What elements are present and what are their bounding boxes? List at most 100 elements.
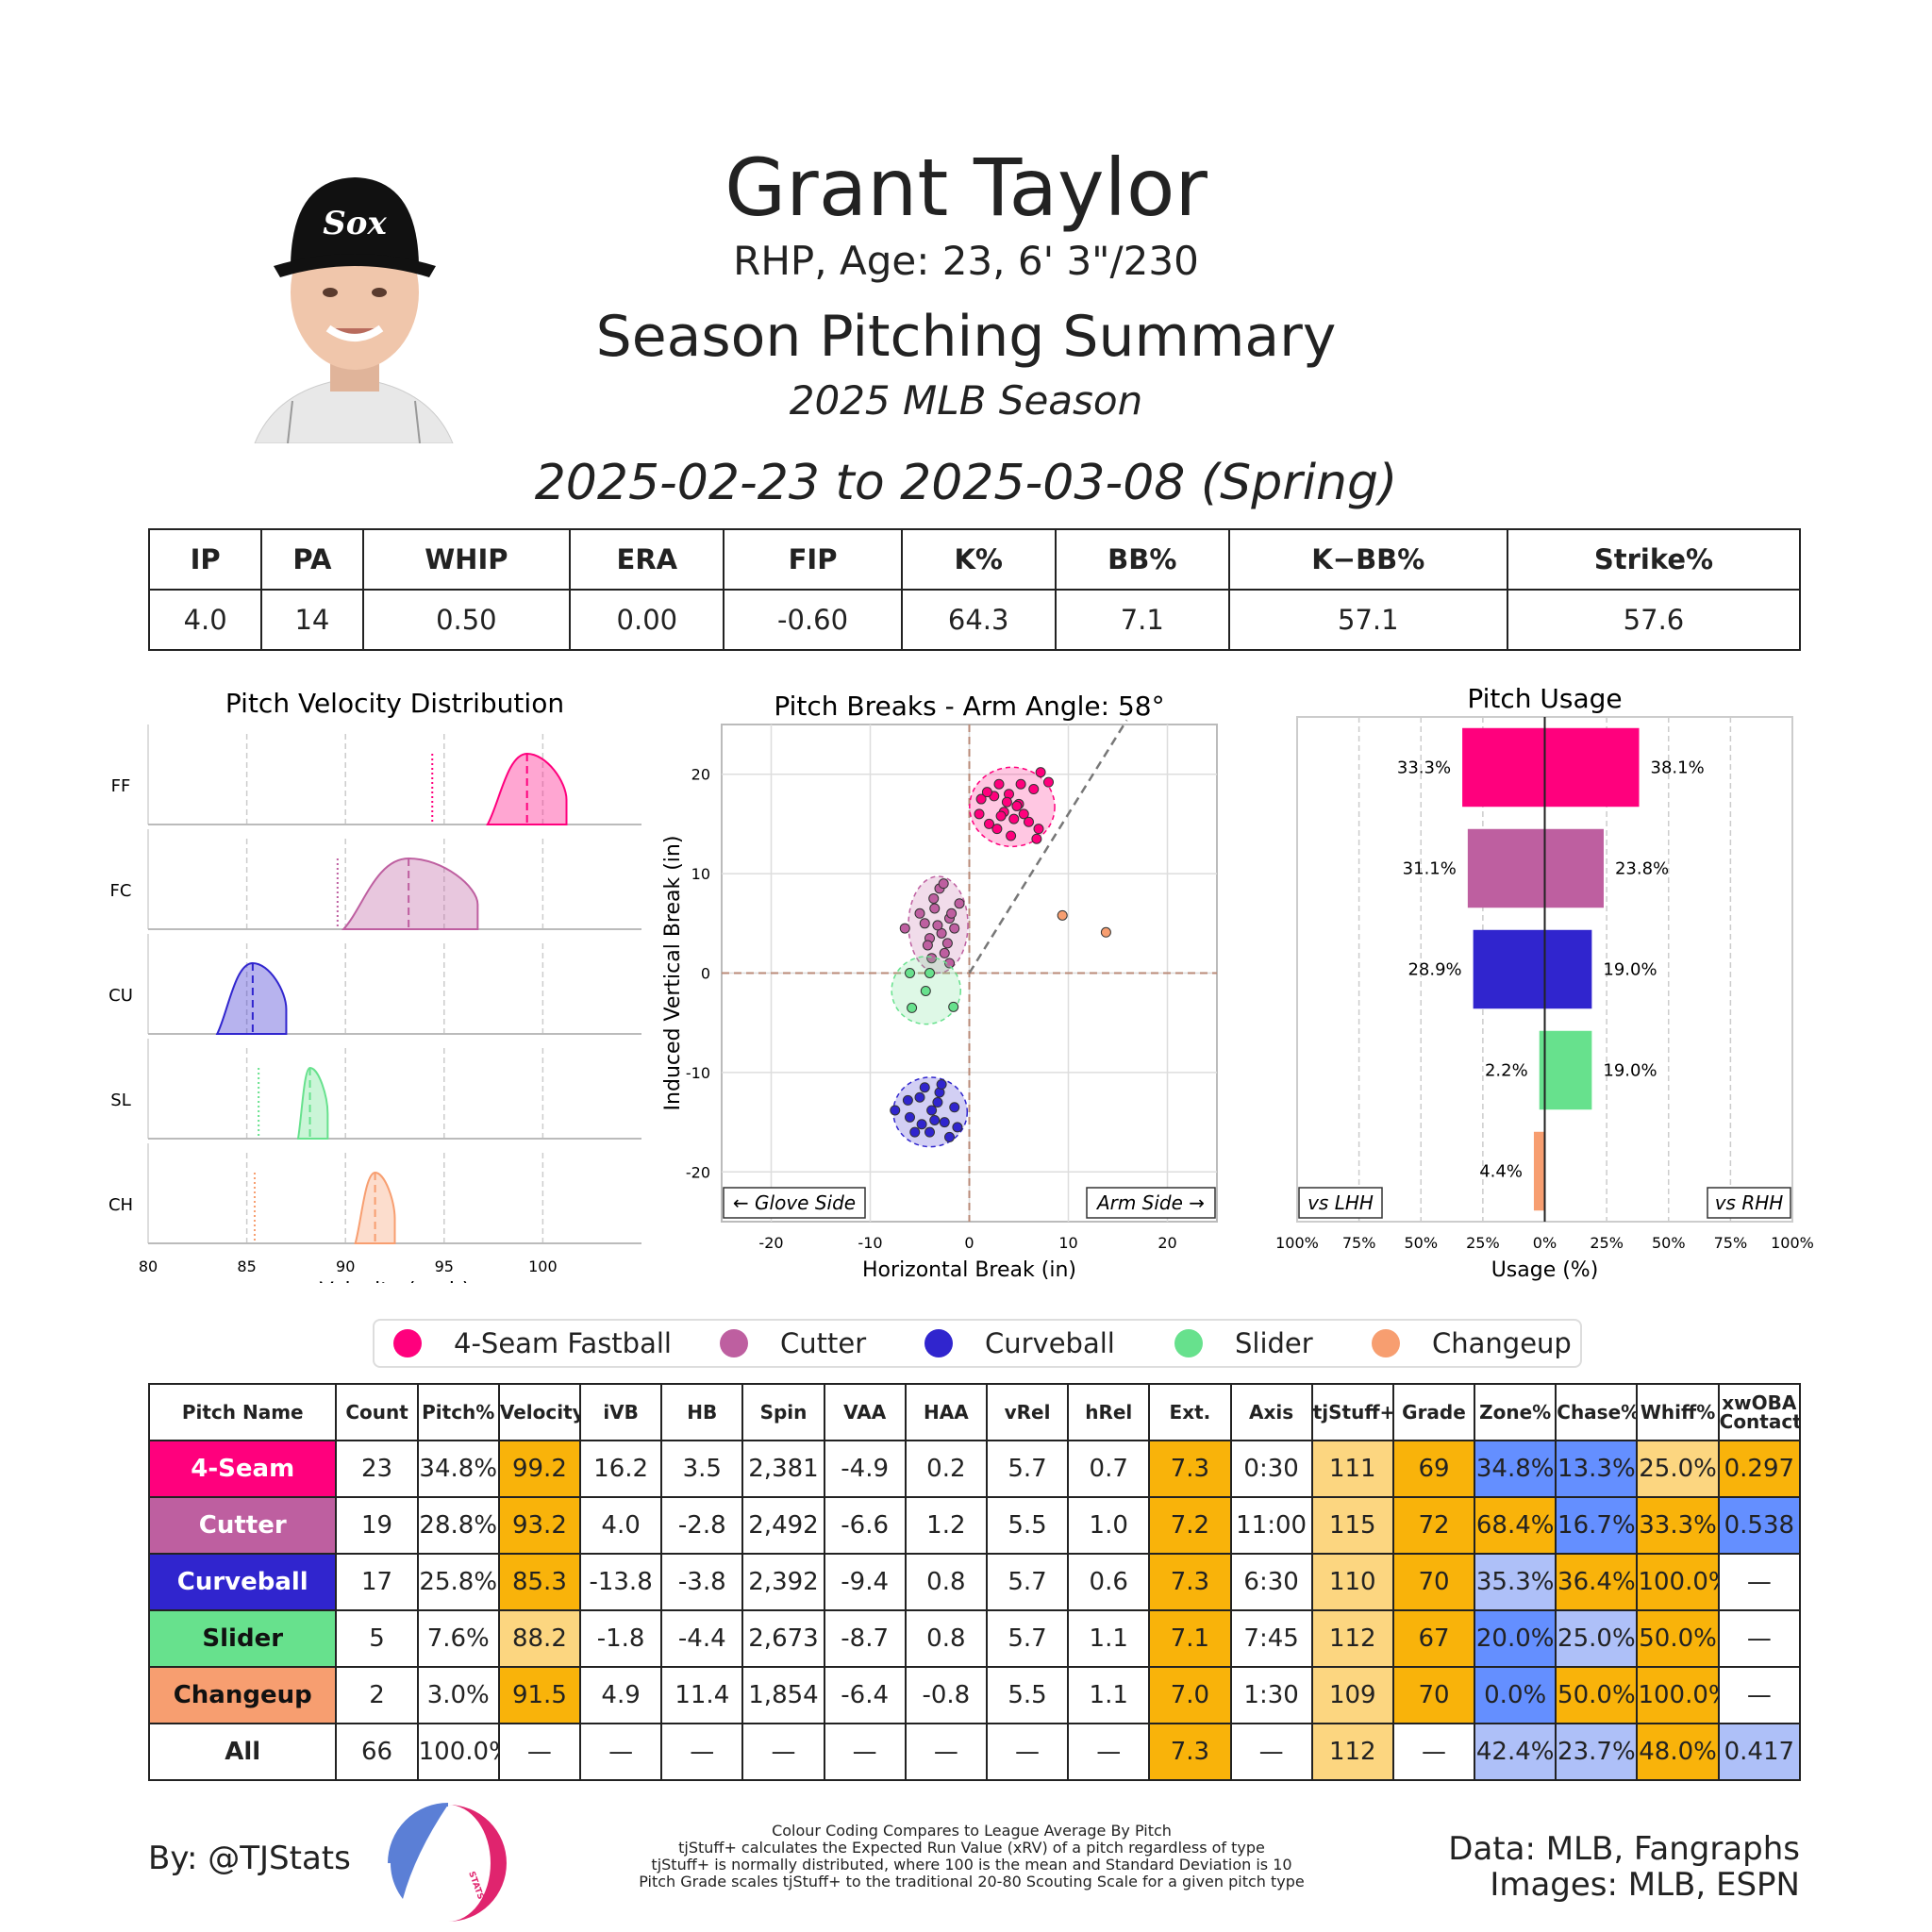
pitch-point [938,878,949,890]
table-cell: -2.8 [660,1496,744,1555]
summary-title: Season Pitching Summary [595,304,1337,370]
x-tick-label: 0% [1533,1234,1557,1252]
table-cell: 0.2 [904,1440,988,1498]
table-cell: 112 [1310,1723,1394,1781]
byline: By: @TJStats [148,1840,351,1877]
pitch-point [929,903,941,914]
x-tick-label: 95 [435,1257,454,1275]
x-axis-label: Usage (%) [1491,1258,1599,1282]
table-cell: — [579,1723,663,1781]
table-cell: — [497,1723,582,1781]
pitch-point [926,1105,938,1116]
note-line: Pitch Grade scales tjStuff+ to the tradi… [639,1873,1305,1890]
table-cell: 0.6 [1067,1553,1151,1611]
table-cell: 0.297 [1717,1440,1802,1498]
stat-value: 7.1 [1054,589,1230,651]
usage-bar-lhh [1473,929,1545,1009]
pitch-point [919,1082,930,1093]
table-cell: — [660,1723,744,1781]
table-cell: 11.4 [660,1666,744,1724]
usage-bar-lhh [1539,1030,1545,1110]
usage-label-rhh: 38.1% [1651,758,1705,778]
stat-value: 14 [260,589,364,651]
table-cell: 2,492 [741,1496,825,1555]
table-cell: — [741,1723,825,1781]
table-cell: 2 [335,1666,419,1724]
pitch-point [936,1079,947,1091]
legend-dot [720,1329,748,1357]
y-axis-label: Induced Vertical Break (in) [661,836,685,1111]
pitch-point [1011,800,1023,811]
vs-lhh-box [1298,1187,1383,1219]
stat-value-row: 4.0 14 0.50 0.00 -0.60 64.3 7.1 57.1 57.… [147,589,1802,651]
legend-item-ch: Changeup [1372,1321,1572,1366]
pitch-point [944,1131,955,1142]
table-cell: 23.7% [1555,1723,1639,1781]
table-cell: 100.0% [1636,1666,1720,1724]
table-row: Curveball 17 25.8% 85.3 -13.8 -3.8 2,392 -9.4 0.… [147,1553,1802,1611]
density-area [341,857,479,930]
usage-label-rhh: 23.8% [1615,859,1669,879]
table-cell: -8.7 [823,1609,907,1668]
pitch-point [941,938,953,949]
x-tick-label: 100% [1771,1234,1814,1252]
stat-header-row: IP PA WHIP ERA FIP K% BB% K−BB% Strike% [147,528,1802,591]
date-range: 2025-02-23 to 2025-03-08 (Spring) [534,455,1398,511]
pitch-point [905,1111,915,1123]
pitch-code-label: FC [110,881,132,901]
column-header: Grade [1391,1383,1476,1441]
usage-label-lhh: 4.4% [1479,1162,1523,1182]
column-header: iVB [579,1383,663,1441]
stat-value: 57.1 [1227,589,1508,651]
table-cell: 48.0% [1636,1723,1720,1781]
table-cell: — [1391,1723,1476,1781]
x-tick-label: 85 [237,1257,256,1275]
pitch-point [1028,784,1040,795]
legend-dot [924,1329,953,1357]
table-cell: 111 [1310,1440,1394,1498]
pitch-point [946,908,958,919]
column-header: vRel [985,1383,1070,1441]
legend-label: 4-Seam Fastball [454,1327,672,1359]
usage-label-lhh: 31.1% [1403,859,1457,879]
legend-dot [393,1329,422,1357]
data-source: Data: MLB, Fangraphs [1448,1830,1800,1868]
column-header: tjStuff+ [1310,1383,1394,1441]
stat-header: PA [260,528,364,591]
arm-angle-line [968,719,1128,974]
pitch-point [914,908,925,919]
table-cell: — [1717,1666,1802,1724]
table-cell: 25.0% [1555,1609,1639,1668]
table-cell: 2,381 [741,1440,825,1498]
table-cell: -4.9 [823,1440,907,1498]
legend-label: Changeup [1432,1327,1572,1359]
table-cell: 5.5 [985,1496,1070,1555]
pitch-name-cell: Cutter [147,1496,338,1555]
pitch-point [914,1091,925,1103]
x-axis-label: Horizontal Break (in) [862,1258,1076,1282]
stat-value: 0.50 [361,589,572,651]
player-name: Grant Taylor [724,142,1208,234]
table-cell: 5.7 [985,1609,1070,1668]
pitch-point [920,985,931,996]
table-cell: 50.0% [1636,1609,1720,1668]
note-line: Colour Coding Compares to League Average… [772,1822,1172,1840]
pitch-point [949,923,960,934]
table-cell: 7.6% [416,1609,500,1668]
table-cell: 85.3 [497,1553,582,1611]
table-row: Slider 5 7.6% 88.2 -1.8 -4.4 2,673 -8.7 0.8 5.7 1.… [147,1609,1802,1668]
pitch-point [899,923,910,934]
pitch-name-cell: All [147,1723,338,1781]
table-cell: 0:30 [1229,1440,1313,1498]
pitch-code-label: CH [108,1195,133,1215]
y-tick-label: -10 [686,1064,710,1082]
pitch-point [939,1117,950,1128]
usage-label-rhh: 19.0% [1603,1061,1657,1081]
glove-side-label: ← Glove Side [733,1191,856,1214]
pitch-point [1043,776,1054,788]
pitch-point [929,1114,941,1125]
usage-label-lhh: 2.2% [1485,1061,1528,1081]
x-tick-label: 75% [1342,1234,1376,1252]
pitch-point [993,778,1005,790]
pitch-point [984,818,994,829]
